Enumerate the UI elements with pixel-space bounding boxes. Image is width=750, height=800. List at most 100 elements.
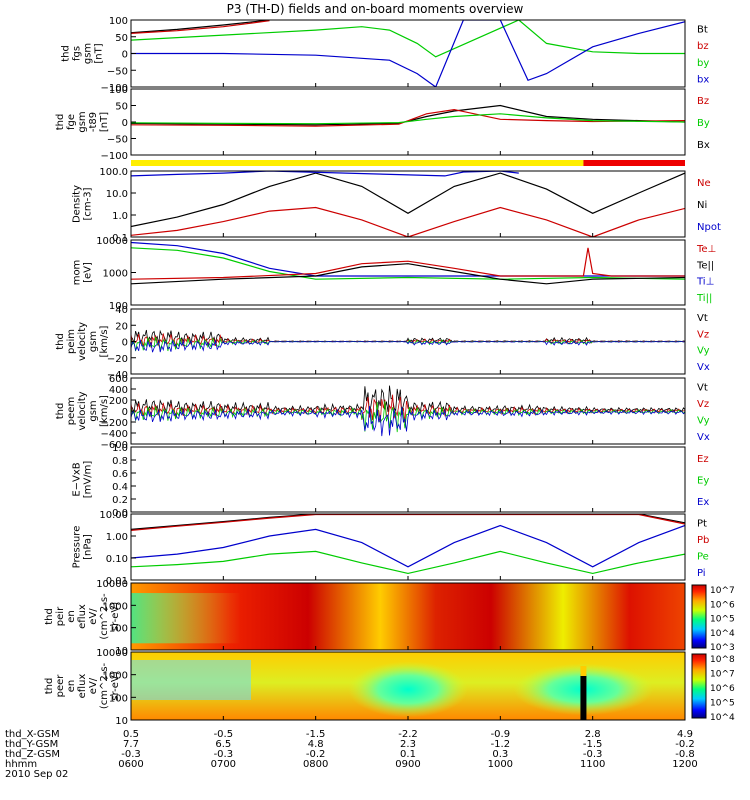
colorbar-tick-8-3: 10^4 xyxy=(710,629,735,639)
colorbar-tick-9-3: 10^5 xyxy=(710,699,735,709)
chart-title: P3 (TH-D) fields and on-board moments ov… xyxy=(227,2,524,16)
ytick-label-8-3: 10 xyxy=(115,646,128,657)
series-3-3 xyxy=(131,263,685,285)
ytick-label-2-1: 10.0 xyxy=(106,189,128,200)
ylabel-8-5: (cm^2-s- xyxy=(99,593,110,640)
panel-frame-6 xyxy=(130,446,686,513)
ytick-label-7-3: 0.01 xyxy=(106,576,128,587)
ytick-label-7-0: 10.00 xyxy=(99,510,128,521)
axis-tick-t-1: 0700 xyxy=(211,759,236,770)
ytick-label-0-1: 50 xyxy=(115,33,128,44)
ylabel-0-1: fgs xyxy=(72,46,83,61)
axis-tick-t-4: 1000 xyxy=(488,759,513,770)
ytick-label-5-2: 200 xyxy=(109,396,128,407)
series-0-3 xyxy=(131,20,685,87)
ytick-label-2-0: 100.0 xyxy=(99,167,128,178)
series-2-0 xyxy=(131,172,685,228)
ylabel-6-0: E−VxB xyxy=(72,462,83,496)
series-1-2 xyxy=(131,113,685,125)
axis-tick-x-4: -0.9 xyxy=(491,729,511,740)
ylabel-8-3: eflux xyxy=(77,604,88,629)
ytick-label-6-0: 1.0 xyxy=(112,443,128,454)
legend-7-3: Pi xyxy=(697,568,706,579)
series-2-1 xyxy=(131,206,685,237)
electron-gap-top xyxy=(580,666,587,676)
axis-tick-x-1: -0.5 xyxy=(214,729,234,740)
axis-tick-y-0: 7.7 xyxy=(123,739,139,750)
axis-tick-t-0: 0600 xyxy=(118,759,143,770)
ylabel-8-2: en xyxy=(66,610,77,623)
axis-tick-t-3: 0900 xyxy=(395,759,420,770)
ylabel-4-2: velocity xyxy=(77,322,88,361)
legend-4-0: Vt xyxy=(697,313,708,324)
axis-row-label-2: thd_Z-GSM xyxy=(5,749,60,760)
legend-4-2: Vy xyxy=(697,346,710,357)
ytick-label-8-1: 1000 xyxy=(103,601,128,612)
ytick-label-0-4: −100 xyxy=(101,83,128,94)
ylabel-3-0: mom xyxy=(72,260,83,286)
legend-0-2: by xyxy=(697,58,709,69)
ytick-label-5-6: −600 xyxy=(101,440,128,451)
ytick-label-5-3: 0 xyxy=(122,407,128,418)
ylabel-9-3: eflux xyxy=(77,674,88,699)
axis-tick-x-0: 0.5 xyxy=(123,729,139,740)
ylabel-9-2: en xyxy=(66,680,77,693)
axis-tick-z-0: -0.3 xyxy=(121,749,141,760)
legend-5-3: Vx xyxy=(697,432,710,443)
series-7-3 xyxy=(131,550,685,575)
ylabel-6-1: [mV/m] xyxy=(83,461,94,499)
axis-row-label-1: thd_Y-GSM xyxy=(5,739,58,750)
ylabel-9-6: sr-eV) xyxy=(110,671,121,700)
legend-6-2: Ex xyxy=(697,497,709,508)
legend-5-2: Vy xyxy=(697,415,710,426)
ytick-label-1-3: −50 xyxy=(107,135,128,146)
legend-5-0: Vt xyxy=(697,382,708,393)
electron-blob-0900 xyxy=(348,661,468,718)
electron-band-early xyxy=(131,660,251,700)
ylabel-0-2: gsm xyxy=(83,43,94,64)
ylabel-7-1: [nPa] xyxy=(83,534,94,560)
ytick-label-4-4: −40 xyxy=(107,370,128,381)
ytick-label-5-4: −200 xyxy=(101,418,128,429)
colorbar-8 xyxy=(691,584,707,649)
axis-tick-z-2: -0.2 xyxy=(306,749,326,760)
ytick-label-6-1: 0.8 xyxy=(112,456,128,467)
ytick-label-1-0: 100 xyxy=(109,85,128,96)
ylabel-2-1: [cm-3] xyxy=(83,187,94,220)
ylabel-5-1: peem xyxy=(66,397,77,425)
axis-tick-z-6: -0.8 xyxy=(675,749,695,760)
ytick-label-7-1: 1.00 xyxy=(106,532,128,543)
legend-3-2: Ti⊥ xyxy=(696,277,714,288)
colorbar-9 xyxy=(691,653,707,719)
ylabel-8-0: thd xyxy=(44,608,55,625)
ylabel-2-0: Density xyxy=(72,185,83,223)
colorbar-tick-8-0: 10^7 xyxy=(710,586,735,596)
ytick-label-1-4: −100 xyxy=(101,151,128,162)
ytick-label-4-1: 20 xyxy=(115,321,128,332)
legend-6-1: Ey xyxy=(697,476,709,487)
ytick-label-1-1: 50 xyxy=(115,102,128,113)
mode-bar-1 xyxy=(583,160,685,166)
axis-tick-y-5: -1.5 xyxy=(583,739,603,750)
ytick-label-2-3: 0.1 xyxy=(112,233,128,244)
series-7-0 xyxy=(131,514,685,530)
colorbar-tick-8-4: 10^3 xyxy=(710,643,735,653)
ytick-label-6-2: 0.6 xyxy=(112,469,128,480)
ytick-label-9-0: 10000 xyxy=(96,648,128,659)
ylabel-8-6: sr-eV) xyxy=(110,602,121,631)
ylabel-5-3: gsm xyxy=(88,400,99,421)
colorbar-tick-9-0: 10^8 xyxy=(710,655,735,665)
axis-tick-y-1: 6.5 xyxy=(215,739,231,750)
series-3-1 xyxy=(131,247,685,280)
ytick-label-6-5: 0.0 xyxy=(112,508,128,519)
ylabel-1-4: [nT] xyxy=(99,112,110,132)
series-3-2 xyxy=(131,247,685,280)
axis-tick-z-4: 0.3 xyxy=(492,749,508,760)
ylabel-9-1: peer xyxy=(55,674,66,698)
colorbar-tick-8-1: 10^6 xyxy=(710,600,735,610)
series-0-2 xyxy=(131,20,685,58)
legend-1-0: Bz xyxy=(697,96,709,107)
axis-tick-y-6: -0.2 xyxy=(675,739,695,750)
